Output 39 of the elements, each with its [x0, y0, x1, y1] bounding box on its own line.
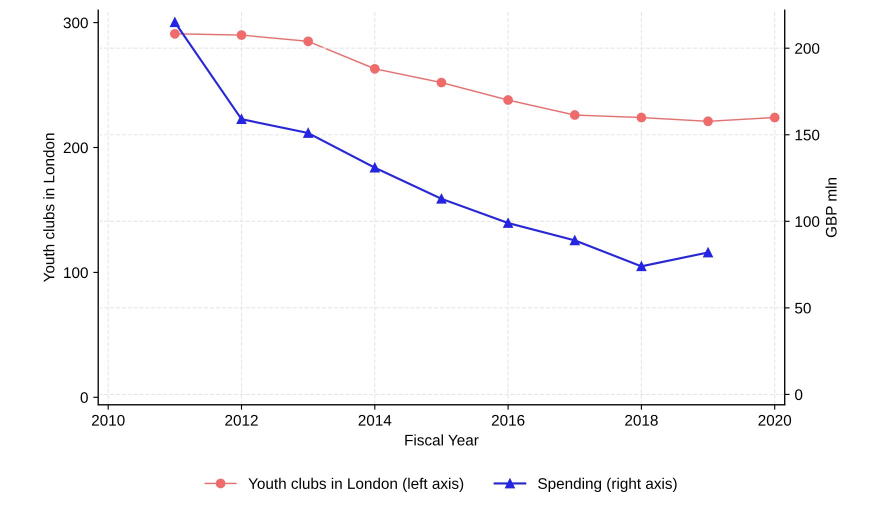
y2-tick-label: 100 — [796, 216, 820, 227]
point — [370, 64, 380, 74]
point — [236, 30, 246, 40]
point — [170, 17, 180, 28]
point — [436, 194, 446, 204]
y-tick-label: 0 — [80, 392, 88, 403]
point — [370, 162, 380, 173]
y2-axis-title: GBP mln — [825, 178, 837, 238]
x-tick-label: 2016 — [492, 414, 524, 426]
point — [703, 116, 713, 126]
y-tick-label: 200 — [64, 142, 88, 154]
y2-tick-label: 50 — [795, 302, 811, 314]
x-tick-label: 2010 — [92, 414, 125, 426]
point — [236, 114, 246, 124]
point — [303, 128, 314, 138]
y2-tick-label: 200 — [795, 43, 820, 54]
point — [503, 218, 513, 228]
point — [303, 36, 314, 46]
point — [436, 78, 446, 88]
point — [636, 261, 646, 272]
y2-tick-label: 0 — [795, 389, 802, 400]
x-tick-label: 2014 — [358, 414, 392, 426]
y-tick-label: 100 — [64, 267, 88, 278]
legend-label: Youth clubs in London (left axis) — [248, 478, 464, 492]
point — [770, 112, 780, 122]
point — [570, 110, 580, 120]
point — [503, 95, 513, 105]
point — [703, 248, 713, 258]
y2-tick-label: 150 — [796, 130, 820, 140]
y-axis-title: Youth clubs in London — [43, 134, 54, 282]
x-tick-label: 2018 — [625, 414, 658, 426]
point — [636, 112, 646, 122]
point — [570, 235, 580, 246]
x-tick-label: 2012 — [225, 414, 258, 426]
x-tick-label: 2020 — [758, 414, 792, 426]
point — [170, 28, 180, 39]
legend-label: Spending (right axis) — [538, 478, 677, 492]
y-tick-label: 300 — [64, 17, 88, 28]
x-axis-title: Fiscal Year — [405, 434, 479, 446]
